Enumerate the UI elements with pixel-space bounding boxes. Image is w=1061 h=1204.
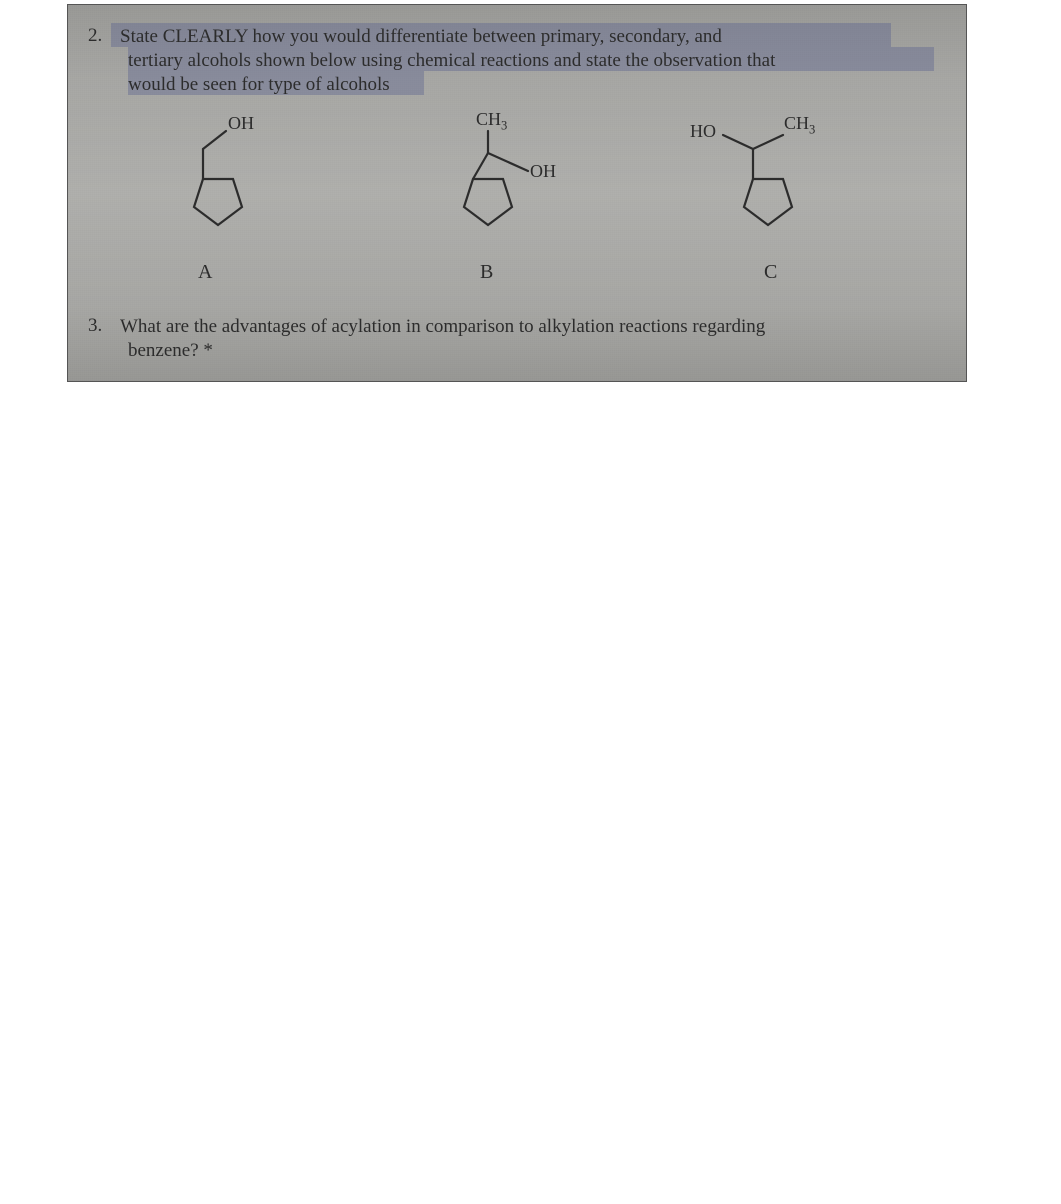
q3-text-line2: benzene? * bbox=[128, 339, 213, 363]
q2-text-line2: tertiary alcohols shown below using chem… bbox=[128, 49, 775, 73]
molecule-b-svg bbox=[418, 101, 618, 261]
molecule-diagrams: OH A CH3 OH B bbox=[128, 101, 908, 291]
q2-text-line3: would be seen for type of alcohols bbox=[128, 73, 390, 97]
molecule-a: OH A bbox=[148, 101, 308, 266]
mol-a-oh-label: OH bbox=[228, 113, 254, 134]
mol-c-ch3-label: CH3 bbox=[784, 113, 815, 138]
molecule-b: CH3 OH B bbox=[418, 101, 618, 266]
q3-text-line1: What are the advantages of acylation in … bbox=[120, 315, 765, 339]
mol-b-oh-label: OH bbox=[530, 161, 556, 182]
q3-number: 3. bbox=[88, 315, 102, 337]
mol-a-label: A bbox=[198, 261, 212, 284]
mol-c-ho-label: HO bbox=[690, 121, 716, 142]
molecule-c: HO CH3 C bbox=[668, 101, 868, 266]
mol-b-label: B bbox=[480, 261, 493, 284]
q2-number: 2. bbox=[88, 25, 102, 47]
mol-b-ch3-label: CH3 bbox=[476, 109, 507, 134]
worksheet-photo: 2. State CLEARLY how you would different… bbox=[67, 4, 967, 382]
mol-c-label: C bbox=[764, 261, 777, 284]
q2-text-line1: State CLEARLY how you would differentiat… bbox=[120, 25, 722, 49]
